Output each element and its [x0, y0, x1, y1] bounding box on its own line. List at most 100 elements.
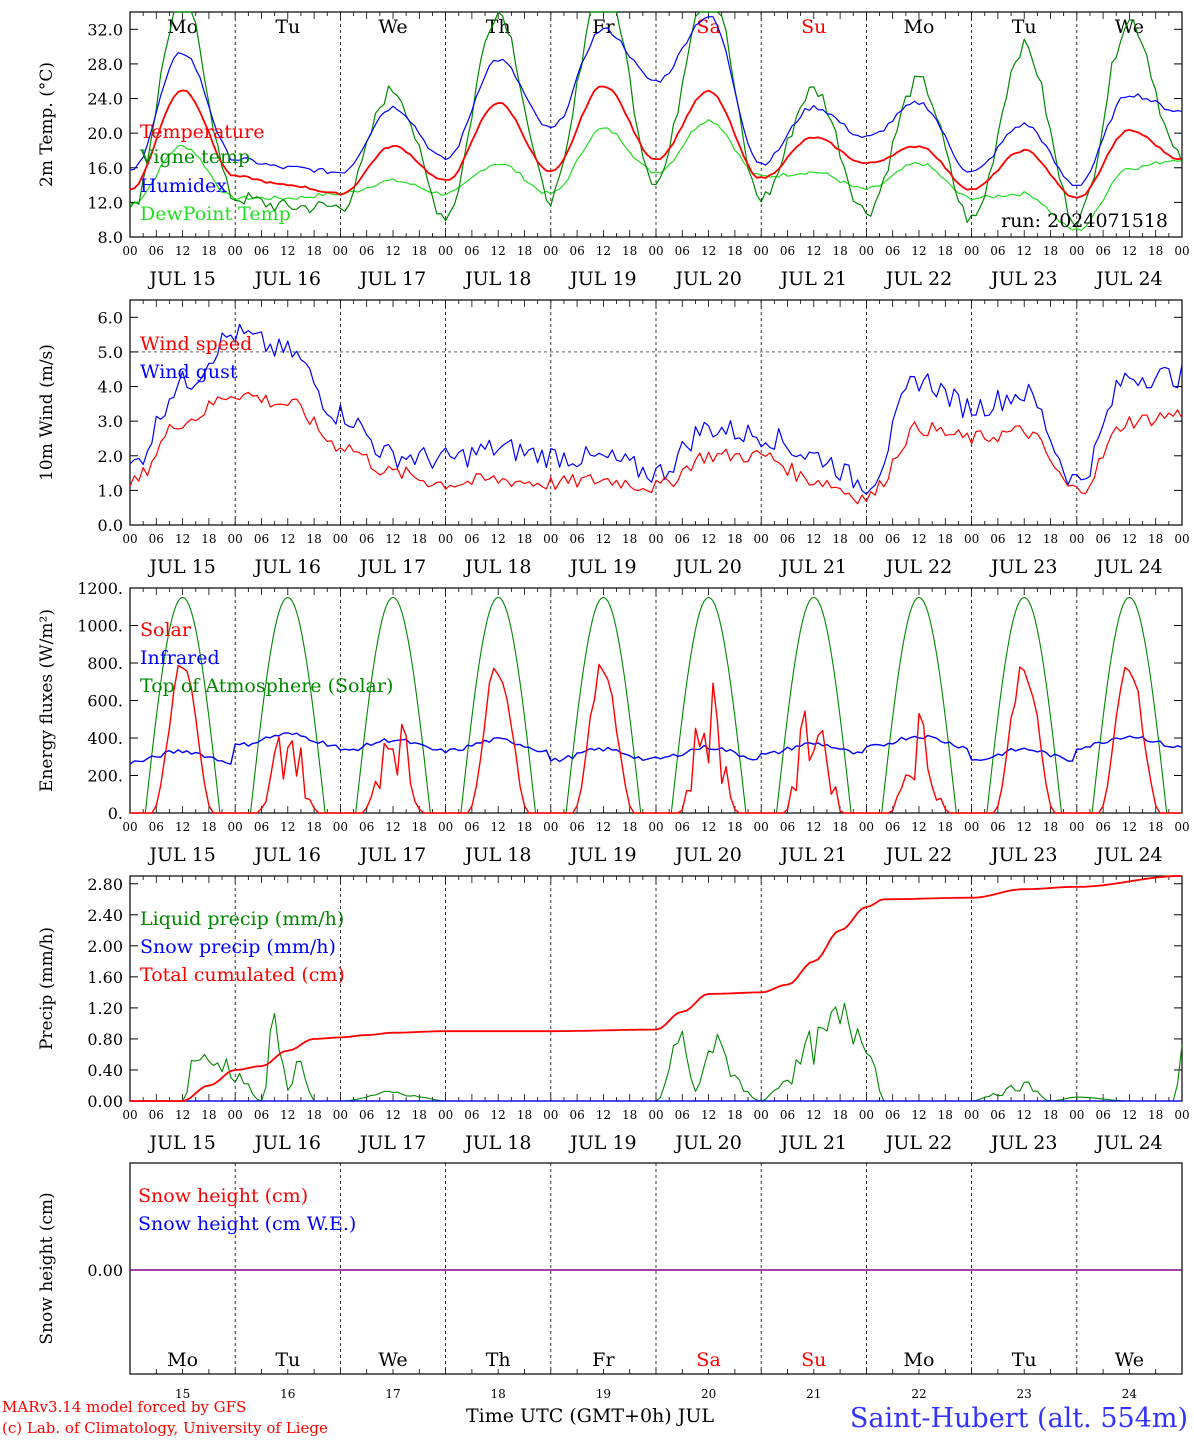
hour-tick-label: 06 [990, 244, 1005, 258]
weekday-label: Su [801, 1349, 826, 1371]
hour-tick-label: 18 [622, 532, 637, 546]
date-label: JUL 22 [884, 844, 952, 866]
plot-frame [129, 299, 1183, 526]
hour-tick-label: 12 [911, 1108, 926, 1122]
y-tick-label: 6.0 [98, 308, 123, 327]
hour-tick-label: 18 [201, 244, 216, 258]
date-label: JUL 24 [1094, 844, 1162, 866]
hour-tick-label: 00 [964, 820, 979, 834]
hour-tick-label: 18 [832, 532, 847, 546]
hour-tick-label: 12 [911, 820, 926, 834]
hour-tick-label: 06 [990, 820, 1005, 834]
hour-tick-label: 00 [1174, 532, 1189, 546]
hour-tick-label: 06 [885, 532, 900, 546]
hour-tick-label: 00 [1174, 244, 1189, 258]
hour-tick-label: 00 [228, 820, 243, 834]
hour-tick-label: 18 [1043, 820, 1058, 834]
date-label: JUL 18 [463, 556, 531, 578]
y-tick-label: 1.60 [87, 968, 123, 987]
date-label: JUL 20 [673, 268, 741, 290]
y-tick-label: 12.0 [87, 193, 123, 212]
hour-tick-label: 12 [175, 244, 190, 258]
hour-tick-label: 12 [596, 1108, 611, 1122]
hour-tick-label: 00 [1174, 1108, 1189, 1122]
hour-tick-label: 12 [1017, 1108, 1032, 1122]
weekday-label: Fr [592, 1349, 615, 1371]
hour-tick-label: 18 [727, 1108, 742, 1122]
hour-tick-label: 18 [1148, 820, 1163, 834]
hour-tick-label: 06 [254, 532, 269, 546]
legend-entry: Humidex [140, 175, 227, 197]
hour-tick-label: 12 [701, 1108, 716, 1122]
hour-tick-label: 06 [569, 244, 584, 258]
hour-tick-label: 06 [1095, 1108, 1110, 1122]
y-tick-label: 8.0 [98, 228, 123, 247]
hour-tick-label: 12 [596, 820, 611, 834]
hour-tick-label: 18 [306, 532, 321, 546]
hour-tick-label: 00 [754, 1108, 769, 1122]
hour-tick-label: 18 [517, 532, 532, 546]
series-line-red [129, 85, 1183, 199]
legend-entry: Infrared [140, 647, 220, 669]
weekday-label: Mo [904, 16, 935, 38]
date-label: JUL 15 [147, 556, 215, 578]
y-tick-label: 0.40 [87, 1061, 123, 1080]
y-tick-label: 2.40 [87, 906, 123, 925]
y-tick-label: 400. [87, 729, 123, 748]
hour-tick-label: 00 [964, 1108, 979, 1122]
hour-tick-label: 00 [543, 1108, 558, 1122]
hour-tick-label: 06 [780, 532, 795, 546]
hour-tick-label: 06 [359, 244, 374, 258]
hour-tick-label: 00 [438, 820, 453, 834]
hour-tick-label: 18 [1148, 532, 1163, 546]
hour-tick-label: 18 [832, 1108, 847, 1122]
hour-tick-label: 06 [780, 244, 795, 258]
hour-tick-label: 00 [859, 532, 874, 546]
hour-tick-label: 00 [122, 820, 137, 834]
hour-tick-label: 00 [122, 244, 137, 258]
y-tick-label: 0.0 [98, 516, 123, 535]
hour-tick-label: 06 [675, 244, 690, 258]
date-label: JUL 17 [358, 1132, 426, 1154]
hour-tick-label: 00 [1069, 532, 1084, 546]
date-label: JUL 15 [147, 844, 215, 866]
hour-tick-label: 18 [306, 820, 321, 834]
date-label: JUL 22 [884, 1132, 952, 1154]
series-line-blue [129, 16, 1183, 186]
hour-tick-label: 12 [596, 532, 611, 546]
weekday-label: Mo [904, 1349, 935, 1371]
hour-tick-label: 18 [832, 244, 847, 258]
date-label: JUL 15 [147, 1132, 215, 1154]
hour-tick-label: 06 [569, 1108, 584, 1122]
hour-tick-label: 18 [938, 1108, 953, 1122]
hour-tick-label: 06 [780, 820, 795, 834]
y-axis-label: Snow height (cm) [37, 1192, 57, 1344]
y-axis-label: 2m Temp. (°C) [37, 62, 57, 187]
y-tick-label: 24.0 [87, 90, 123, 109]
date-label: JUL 20 [673, 844, 741, 866]
legend-entry: Solar [140, 619, 192, 641]
date-label: JUL 15 [147, 268, 215, 290]
date-label: JUL 24 [1094, 1132, 1162, 1154]
hour-tick-label: 12 [1017, 820, 1032, 834]
panel-4: 00 06 12 18 JUL 15 00 06 12 18 JUL 16 00 06 12 18 JUL … [37, 875, 1190, 1154]
weekday-label: Mo [167, 1349, 198, 1371]
date-label: JUL 19 [568, 1132, 636, 1154]
day-number: 17 [385, 1387, 400, 1401]
date-label: JUL 19 [568, 268, 636, 290]
hour-tick-label: 18 [938, 244, 953, 258]
hour-tick-label: 18 [622, 1108, 637, 1122]
date-label: JUL 23 [989, 1132, 1057, 1154]
series-line-lightgreen [129, 119, 1183, 231]
panel-3: 00 06 12 18 JUL 15 00 06 12 18 JUL 16 00 06 12 18 JUL … [37, 579, 1190, 866]
hour-tick-label: 12 [596, 244, 611, 258]
legend-entry: Wind speed [140, 333, 252, 355]
hour-tick-label: 18 [938, 820, 953, 834]
hour-tick-label: 12 [911, 244, 926, 258]
hour-tick-label: 18 [832, 820, 847, 834]
date-label: JUL 24 [1094, 556, 1162, 578]
y-tick-label: 3.0 [98, 412, 123, 431]
hour-tick-label: 06 [990, 1108, 1005, 1122]
hour-tick-label: 18 [412, 820, 427, 834]
